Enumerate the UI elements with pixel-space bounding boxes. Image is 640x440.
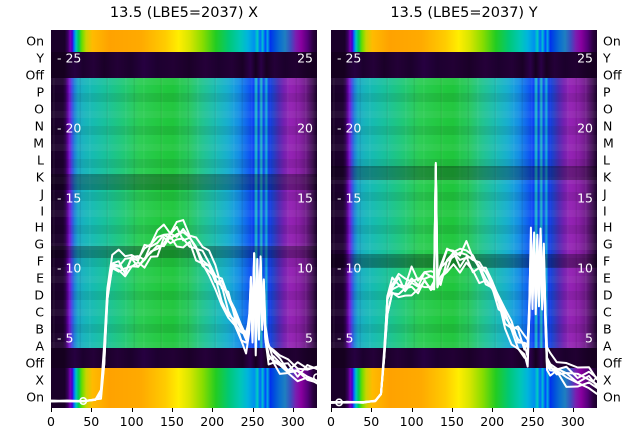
- dipole-label-right-4: O: [603, 101, 613, 117]
- xtick-mark-x-150: [171, 408, 173, 412]
- dipole-label-right-3: P: [603, 84, 611, 100]
- xtick-mark-y-200: [492, 408, 494, 412]
- xtick-label-x-200: 200: [200, 414, 225, 429]
- xtick-label-x-100: 100: [119, 414, 144, 429]
- xtick-mark-x-100: [131, 408, 133, 412]
- dipole-label-left-13: F: [36, 253, 44, 269]
- band-upper-dark-y: [331, 52, 597, 78]
- dipole-label-left-3: P: [36, 84, 44, 100]
- xtick-mark-x-200: [212, 408, 214, 412]
- dipole-label-right-2: Off: [603, 67, 622, 83]
- dipole-label-left-1: Y: [36, 50, 44, 66]
- xtick-mark-y-150: [451, 408, 453, 412]
- xtick-label-y-150: 150: [439, 414, 464, 429]
- body-streaks-x: [51, 78, 317, 348]
- xtick-label-y-250: 250: [520, 414, 545, 429]
- body-streaks-y: [331, 78, 597, 348]
- x-axis-panel-y: 0 50 100 150 200 250 300: [327, 408, 597, 438]
- dipole-label-left-4: O: [34, 101, 44, 117]
- x-axis-panel-x: 0 50 100 150 200 250 300: [47, 408, 317, 438]
- dipole-axis-right: On Y Off P O N M L K J I H G F E D C B A Off X On: [600, 30, 640, 408]
- dipole-label-left-7: L: [37, 152, 44, 168]
- band-lower-dark-x: [51, 348, 317, 368]
- xtick-mark-x-50: [91, 408, 93, 412]
- dipole-label-right-5: N: [603, 118, 613, 134]
- dipole-label-right-18: A: [603, 338, 612, 354]
- xtick-label-x-250: 250: [240, 414, 265, 429]
- xtick-label-x-300: 300: [280, 414, 305, 429]
- xtick-label-x-50: 50: [83, 414, 100, 429]
- xtick-label-x-150: 150: [159, 414, 184, 429]
- dipole-label-right-0: On: [603, 33, 621, 49]
- body-striping-y: [331, 78, 597, 348]
- band-top-bright-x: [51, 30, 317, 52]
- dipole-label-left-21: On: [26, 389, 44, 405]
- xtick-label-y-300: 300: [560, 414, 585, 429]
- body-striping-x: [51, 78, 317, 348]
- dipole-label-left-8: K: [35, 169, 44, 185]
- xtick-mark-x-300: [292, 408, 294, 412]
- dipole-label-right-1: Y: [603, 50, 611, 66]
- panel-title-x: 13.5 (LBE5=2037) X: [109, 5, 259, 21]
- dipole-label-right-6: M: [603, 135, 614, 151]
- xtick-label-y-100: 100: [399, 414, 424, 429]
- dipole-label-left-6: M: [33, 135, 44, 151]
- xtick-label-y-200: 200: [480, 414, 505, 429]
- xtick-label-y-50: 50: [363, 414, 380, 429]
- dipole-label-right-10: I: [603, 203, 607, 219]
- xtick-label-x-0: 0: [47, 414, 55, 429]
- dipole-label-right-15: D: [603, 287, 613, 303]
- dipole-label-right-14: E: [603, 270, 611, 286]
- spectrogram-body-y: [331, 78, 597, 348]
- dipole-label-right-17: B: [603, 321, 612, 337]
- dipole-label-right-12: G: [603, 236, 613, 252]
- dipole-label-left-16: C: [35, 304, 44, 320]
- xtick-mark-x-250: [252, 408, 254, 412]
- spectrogram-body-x: [51, 78, 317, 348]
- xtick-mark-y-50: [371, 408, 373, 412]
- dipole-label-left-10: I: [40, 203, 44, 219]
- xtick-mark-y-0: [331, 408, 332, 412]
- body-dark-row-y-2: [331, 254, 597, 268]
- xtick-label-y-0: 0: [327, 414, 335, 429]
- dipole-label-left-19: Off: [25, 355, 44, 371]
- band-upper-dark-x: [51, 52, 317, 78]
- dipole-label-right-9: J: [603, 186, 607, 202]
- xtick-mark-y-100: [411, 408, 413, 412]
- dipole-label-left-17: B: [35, 321, 44, 337]
- xtick-mark-x-0: [51, 408, 52, 412]
- dipole-label-left-15: D: [34, 287, 44, 303]
- dipole-label-right-11: H: [603, 219, 613, 235]
- dipole-label-left-14: E: [36, 270, 44, 286]
- dipole-label-left-0: On: [26, 33, 44, 49]
- body-dark-row-x-2: [51, 246, 317, 258]
- band-bottom-bright-x: [51, 368, 317, 408]
- dipole-label-right-21: On: [603, 389, 621, 405]
- band-bottom-bright-y: [331, 368, 597, 408]
- dipole-label-right-13: F: [603, 253, 611, 269]
- body-dark-row-y-1: [331, 166, 597, 180]
- dipole-label-right-16: C: [603, 304, 612, 320]
- dipole-label-left-5: N: [34, 118, 44, 134]
- band-top-bright-y: [331, 30, 597, 52]
- dipole-label-left-20: X: [35, 372, 44, 388]
- dipole-label-right-8: K: [603, 169, 612, 185]
- dipole-label-right-19: Off: [603, 355, 622, 371]
- dipole-label-left-18: A: [35, 338, 44, 354]
- xtick-mark-y-300: [572, 408, 574, 412]
- dipole-label-left-11: H: [34, 219, 44, 235]
- dipole-label-right-20: X: [603, 372, 612, 388]
- band-lower-dark-y: [331, 348, 597, 368]
- xtick-mark-y-250: [532, 408, 534, 412]
- dipole-label-right-7: L: [603, 152, 610, 168]
- panel-title-y: 13.5 (LBE5=2037) Y: [390, 5, 538, 21]
- body-dark-row-x-1: [51, 174, 317, 190]
- dipole-label-left-2: Off: [25, 67, 44, 83]
- dipole-label-left-12: G: [34, 236, 44, 252]
- dipole-label-left-9: J: [40, 186, 44, 202]
